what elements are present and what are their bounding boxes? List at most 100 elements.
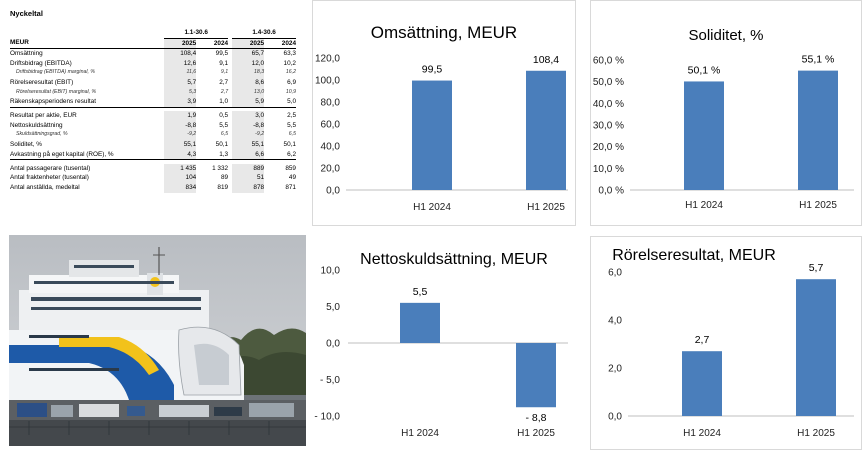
table-cell: 12,6 bbox=[164, 58, 197, 69]
table-cell: 859 bbox=[285, 164, 296, 172]
y-tick-label: 120,0 bbox=[315, 54, 340, 65]
table-row: Antal passagerare (tusental) 1 435 1 332 88… bbox=[10, 163, 296, 174]
table-cell: 889 bbox=[232, 163, 265, 174]
table-cell: 878 bbox=[232, 182, 265, 193]
table-cell: 5,5 bbox=[219, 121, 229, 129]
table-row: Driftsbidrag (EBITDA) marginal, % 11,6 9,1… bbox=[10, 68, 296, 78]
table-row: Antal fraktenheter (tusental) 104 89 51 49 bbox=[10, 173, 296, 183]
table-cell: 5,3 bbox=[164, 87, 197, 98]
bar bbox=[516, 343, 556, 408]
table-cell: 6,2 bbox=[264, 149, 296, 161]
table-cell: 13,0 bbox=[232, 87, 265, 98]
x-tick-label: H1 2024 bbox=[683, 428, 721, 439]
table-cell: -8,8 bbox=[164, 120, 197, 131]
row-label: Antal passagerare (tusental) bbox=[10, 164, 91, 172]
bar bbox=[526, 70, 566, 190]
bar bbox=[796, 279, 836, 416]
row-label: Avkastning på eget kapital (ROE), % bbox=[10, 149, 165, 161]
row-label: Driftsbidrag (EBITDA) marginal, % bbox=[16, 69, 95, 76]
row-label: Räkenskapsperiodens resultat bbox=[10, 97, 165, 108]
y-tick-label: 40,0 bbox=[321, 142, 341, 153]
row-label: Rörelseresultat (EBIT) marginal, % bbox=[16, 88, 97, 95]
table-cell: 55,1 bbox=[164, 140, 197, 150]
y-tick-label: 10,0 % bbox=[593, 164, 624, 175]
y-tick-label: 60,0 % bbox=[593, 56, 624, 67]
table-cell: 65,7 bbox=[232, 48, 265, 59]
y-tick-label: 60,0 bbox=[321, 120, 341, 131]
x-tick-label: H1 2024 bbox=[401, 428, 439, 439]
year-header: 2025 bbox=[164, 38, 197, 50]
table-row: Antal anställda, medeltal 834 819 878 871 bbox=[10, 182, 296, 193]
y-tick-label: 6,0 bbox=[608, 268, 622, 279]
y-tick-label: 2,0 bbox=[608, 364, 622, 375]
x-tick-label: H1 2024 bbox=[413, 202, 451, 213]
table-cell: 819 bbox=[217, 183, 229, 191]
table-row: Räkenskapsperiodens resultat 3,9 1,0 5,9 5,0 bbox=[10, 97, 296, 108]
table-row: Rörelseresultat (EBIT) marginal, % 5,3 2,7… bbox=[10, 87, 296, 98]
y-tick-label: 20,0 % bbox=[593, 142, 624, 153]
y-tick-label: 0,0 bbox=[326, 339, 340, 350]
row-label: Resultat per aktie, EUR bbox=[10, 112, 77, 120]
table-cell: 9,1 bbox=[219, 59, 229, 67]
data-label: 108,4 bbox=[533, 54, 559, 66]
table-cell: 834 bbox=[164, 182, 197, 193]
table-cell: 18,3 bbox=[232, 68, 265, 78]
table-row: Avkastning på eget kapital (ROE), % 4,3 1,… bbox=[10, 149, 296, 161]
key-figures-grid: 1.1-30.6 1.4-30.6 MEUR 2025 2024 2025 20… bbox=[10, 28, 296, 193]
table-row: Rörelseresultat (EBIT) 5,7 2,7 8,6 6,9 bbox=[10, 77, 296, 88]
unit-label: MEUR bbox=[10, 38, 165, 50]
y-tick-label: 30,0 % bbox=[593, 121, 624, 132]
table-cell: 5,0 bbox=[264, 97, 296, 108]
table-cell: 6,5 bbox=[220, 131, 229, 138]
table-cell: -9,2 bbox=[164, 130, 197, 141]
table-cell: 55,1 bbox=[232, 140, 265, 150]
row-label: Rörelseresultat (EBIT) bbox=[10, 78, 74, 86]
y-tick-label: 0,0 bbox=[608, 412, 622, 423]
data-label: 55,1 % bbox=[802, 54, 835, 66]
y-tick-label: 0,0 % bbox=[598, 186, 624, 197]
y-tick-label: 5,0 bbox=[326, 302, 340, 313]
table-cell: 104 bbox=[164, 173, 197, 183]
chart-nettoskuldsattning: Nettoskuldsättning, MEUR 10,0 5,0 0,0 - 5,0 -… bbox=[312, 236, 576, 450]
year-header: 2024 bbox=[196, 38, 229, 50]
table-cell: 871 bbox=[285, 183, 296, 191]
table-cell: 4,3 bbox=[164, 149, 197, 161]
y-tick-label: 80,0 bbox=[321, 98, 341, 109]
chart-soliditet: Soliditet, % 0,0 % 10,0 % 20,0 % 30,0 % 40,0 … bbox=[590, 0, 862, 226]
y-tick-label: - 5,0 bbox=[320, 375, 340, 386]
chart-title: Omsättning, MEUR bbox=[371, 23, 517, 42]
table-cell: 6,6 bbox=[232, 149, 265, 161]
table-cell: 2,7 bbox=[220, 88, 229, 95]
table-cell: 51 bbox=[232, 173, 265, 183]
table-row: Nettoskuldsättning -8,8 5,5 -8,8 5,5 bbox=[10, 120, 296, 131]
table-cell: 2,7 bbox=[219, 78, 229, 86]
table-cell: 16,2 bbox=[285, 69, 296, 76]
bar bbox=[400, 302, 440, 343]
table-cell: 8,6 bbox=[232, 77, 265, 88]
chart-omsattning-svg: Omsättning, MEUR 0,0 20,0 40,0 60,0 80,0 100,0… bbox=[312, 0, 576, 226]
row-label: Nettoskuldsättning bbox=[10, 121, 63, 129]
period-header-row: 1.1-30.6 1.4-30.6 bbox=[10, 28, 296, 39]
table-cell: 108,4 bbox=[164, 48, 197, 59]
y-tick-label: 50,0 % bbox=[593, 77, 624, 88]
row-label: Driftsbidrag (EBITDA) bbox=[10, 59, 72, 67]
table-cell: 50,1 bbox=[283, 141, 296, 149]
table-cell: 1 435 bbox=[164, 163, 197, 174]
year-header-row: MEUR 2025 2024 2025 2024 bbox=[10, 38, 296, 50]
table-cell: 1,0 bbox=[196, 97, 229, 108]
data-label: - 8,8 bbox=[525, 412, 546, 424]
year-header: 2024 bbox=[264, 38, 296, 50]
table-cell: 6,9 bbox=[287, 78, 296, 86]
data-label: 2,7 bbox=[695, 334, 710, 346]
table-cell: 10,2 bbox=[283, 59, 296, 67]
row-label: Antal fraktenheter (tusental) bbox=[10, 174, 89, 182]
period-header: 1.1-30.6 bbox=[164, 28, 229, 39]
y-tick-label: 20,0 bbox=[321, 164, 341, 175]
y-tick-label: 10,0 bbox=[321, 266, 341, 277]
chart-soliditet-svg: Soliditet, % 0,0 % 10,0 % 20,0 % 30,0 % 40,0 … bbox=[590, 0, 862, 226]
table-cell: 9,1 bbox=[220, 69, 229, 76]
table-cell: 50,1 bbox=[215, 141, 229, 149]
table-row: Skuldsättningsgrad, % -9,2 6,5 -9,2 6,5 bbox=[10, 130, 296, 141]
table-row: Driftsbidrag (EBITDA) 12,6 9,1 12,0 10,2 bbox=[10, 58, 296, 69]
x-tick-label: H1 2025 bbox=[517, 428, 555, 439]
